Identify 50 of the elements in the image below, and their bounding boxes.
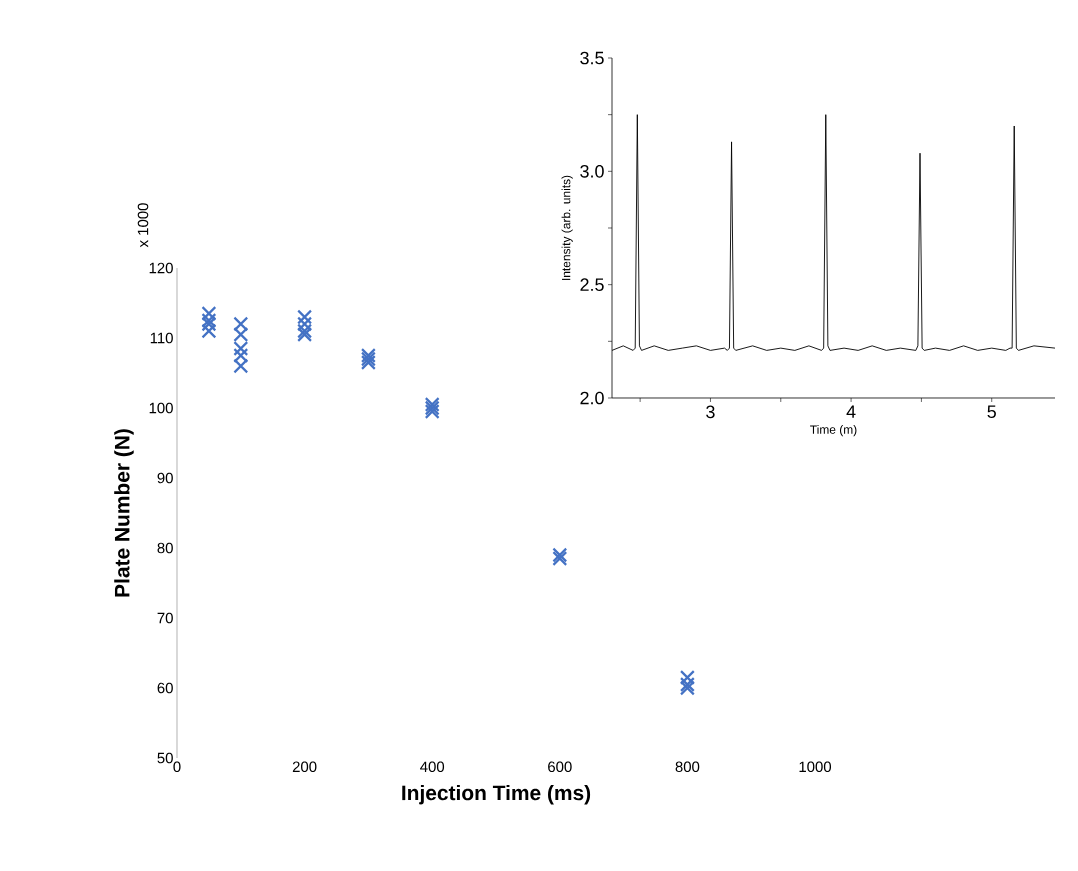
point bbox=[424, 400, 440, 416]
point bbox=[552, 551, 568, 566]
x-tick-label: 600 bbox=[548, 761, 572, 773]
point bbox=[233, 327, 249, 342]
y-tick-label: 90 bbox=[157, 472, 173, 484]
point bbox=[233, 358, 249, 374]
y-tick-label: 60 bbox=[157, 682, 173, 694]
x-tick-label: 1000 bbox=[799, 761, 832, 773]
y-tick-label: 2.0 bbox=[580, 391, 604, 405]
x-tick-label: 400 bbox=[420, 761, 445, 773]
y-tick-label: 110 bbox=[150, 332, 173, 344]
point bbox=[201, 313, 217, 328]
y-tick-label: 50 bbox=[157, 752, 173, 764]
point bbox=[201, 316, 217, 332]
point bbox=[552, 547, 568, 563]
y-tick-label: 3.5 bbox=[580, 51, 604, 65]
text: x 1000 bbox=[137, 203, 149, 248]
y-axis-title: Intensity (arb. units) bbox=[561, 175, 573, 280]
point bbox=[679, 677, 695, 692]
point bbox=[233, 316, 249, 332]
point bbox=[201, 306, 217, 321]
x-tick-label: 800 bbox=[675, 761, 700, 773]
y-tick-label: 80 bbox=[157, 542, 173, 554]
point bbox=[297, 309, 313, 325]
y-tick-label: 2.5 bbox=[580, 278, 604, 291]
point bbox=[679, 680, 695, 696]
y-tick-label: 70 bbox=[157, 612, 173, 624]
x-tick-label: 5 bbox=[987, 405, 996, 419]
y-tick-label: 100 bbox=[149, 402, 173, 414]
point bbox=[233, 348, 249, 363]
x-tick-label: 0 bbox=[173, 761, 181, 773]
point bbox=[201, 323, 217, 339]
y-tick-label: 3.0 bbox=[580, 164, 604, 178]
y-axis-title: Plate Number (N) bbox=[114, 429, 134, 597]
point bbox=[297, 327, 313, 342]
point bbox=[424, 404, 440, 419]
y-tick-label: 120 bbox=[149, 262, 173, 274]
x-tick-label: 4 bbox=[846, 405, 856, 418]
point bbox=[233, 341, 249, 356]
x-axis-title: Time (m) bbox=[810, 425, 857, 437]
point bbox=[297, 316, 313, 332]
point bbox=[679, 670, 695, 685]
point bbox=[360, 351, 376, 367]
x-axis-title: Injection Time (ms) bbox=[402, 784, 591, 805]
x-tick-label: 3 bbox=[706, 405, 715, 419]
point bbox=[360, 355, 376, 370]
point bbox=[297, 323, 313, 339]
point bbox=[360, 348, 376, 363]
x-tick-label: 200 bbox=[292, 761, 317, 773]
point bbox=[424, 397, 440, 412]
